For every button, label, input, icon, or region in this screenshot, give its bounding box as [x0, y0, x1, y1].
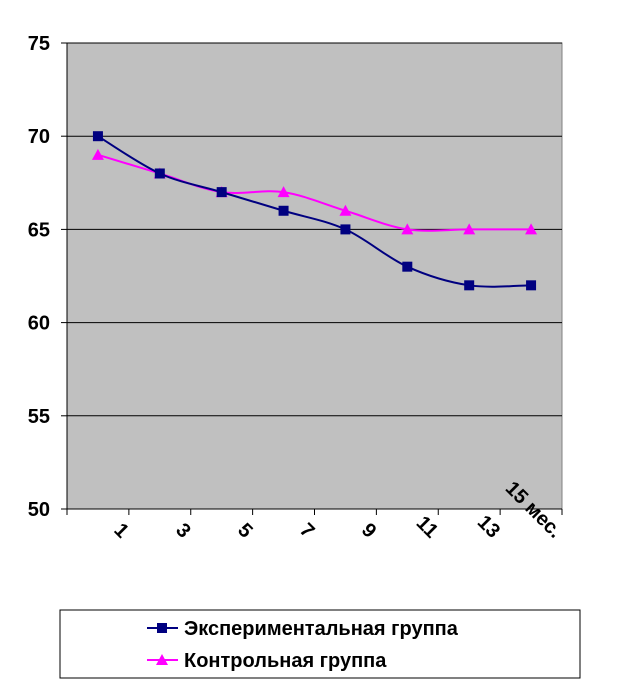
- data-point: [463, 223, 476, 235]
- y-tick-label: 60: [28, 313, 50, 335]
- data-point: [525, 223, 538, 235]
- data-point: [340, 224, 351, 235]
- data-point: [278, 205, 289, 216]
- y-tick-label: 55: [28, 406, 50, 428]
- data-point: [92, 131, 103, 142]
- y-axis: 50 55 60 65 70 75: [28, 33, 67, 521]
- series-experimental: [92, 131, 537, 291]
- data-point: [526, 280, 537, 291]
- legend-item-experimental: Экспериментальная группа: [147, 618, 459, 640]
- x-tick-label: 5: [233, 519, 256, 542]
- legend-label: Контрольная группа: [184, 650, 387, 672]
- x-tick-label: 7: [295, 519, 318, 542]
- x-tick-label: 3: [171, 519, 194, 542]
- data-point: [154, 168, 165, 179]
- x-tick-label: 9: [357, 519, 380, 542]
- data-point: [401, 223, 414, 235]
- y-tick-label: 65: [28, 219, 50, 241]
- legend-item-control: Контрольная группа: [147, 650, 387, 672]
- data-point: [277, 186, 290, 198]
- x-tick-label: 13: [473, 511, 504, 542]
- legend-label: Экспериментальная группа: [184, 618, 459, 640]
- data-point: [402, 261, 413, 272]
- data-point: [91, 148, 104, 160]
- legend-marker: [156, 654, 168, 665]
- data-point: [216, 187, 227, 198]
- legend: Экспериментальная группа Контрольная груп…: [59, 609, 581, 679]
- legend-box: [59, 609, 581, 679]
- data-point: [464, 280, 475, 291]
- series-group: [91, 131, 538, 291]
- y-tick-label: 50: [28, 499, 50, 521]
- plot-background: [66, 42, 563, 510]
- x-tick-label: 1: [109, 519, 132, 542]
- y-tick-label: 75: [28, 33, 50, 55]
- x-tick-label: 11: [412, 512, 443, 543]
- legend-marker: [157, 623, 167, 633]
- y-tick-label: 70: [28, 126, 50, 148]
- plot-area: [66, 42, 563, 510]
- data-point: [339, 204, 352, 216]
